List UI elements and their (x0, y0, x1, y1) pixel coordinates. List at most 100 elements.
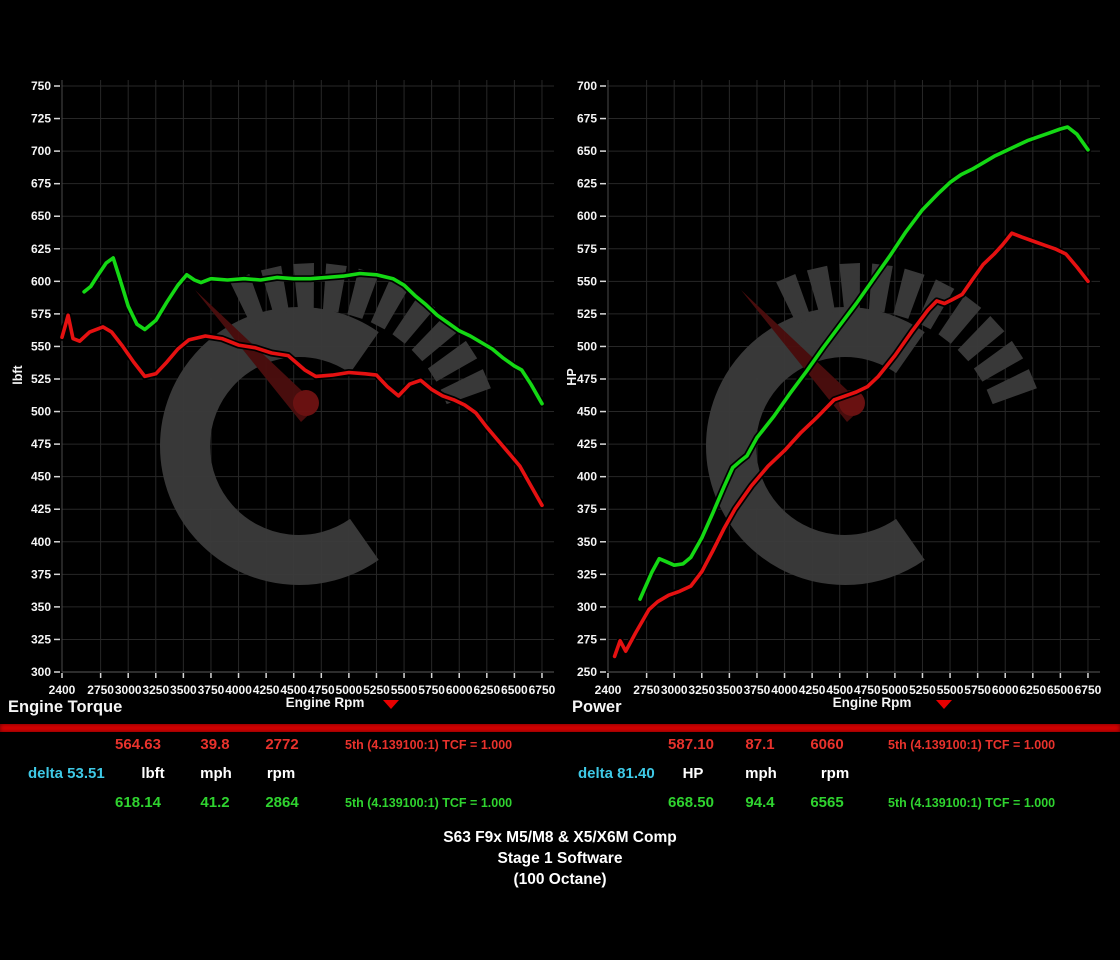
y-tick-label: 375 (577, 502, 597, 516)
x-tick-label: 2400 (595, 683, 622, 697)
gauge-needle-hub (293, 390, 319, 416)
x-tick-label: 4500 (280, 683, 307, 697)
torque-rpm-unit-label: rpm (266, 765, 296, 782)
y-tick-label: 675 (577, 112, 597, 126)
x-tick-label: 6000 (446, 683, 473, 697)
y-tick-label: 425 (577, 437, 597, 451)
x-tick-label: 4250 (253, 683, 280, 697)
x-tick-label: 6750 (529, 683, 556, 697)
y-tick-label: 350 (31, 600, 51, 614)
power-curve-baseline-red (612, 231, 1090, 659)
torque-red-rpm-value: 2772 (265, 736, 299, 753)
y-tick-label: 575 (577, 242, 597, 256)
y-tick-label: 425 (31, 502, 51, 516)
power-green-speed-value: 94.4 (745, 794, 775, 811)
dyno-charts: 300 325 350 375 400 425 450 475 500 525 550 575 600 6… (8, 79, 1102, 716)
y-axis-label: HP (565, 368, 579, 385)
y-tick-label: 275 (577, 632, 597, 646)
power-delta-value: delta 81.40 (578, 765, 655, 782)
power-curve-stage1-green (638, 125, 1090, 601)
x-tick-label: 3250 (688, 683, 715, 697)
y-tick-label: 250 (577, 665, 597, 679)
gauge-tick-segment (986, 369, 1037, 405)
power-red-rpm-value: 6060 (810, 736, 844, 753)
separator-bar (0, 724, 1120, 732)
y-tick-label: 475 (577, 372, 597, 386)
y-tick-label: 325 (577, 567, 597, 581)
y-tick-label: 550 (577, 274, 597, 288)
gauge-tick-segment (440, 369, 491, 405)
x-tick-label: 6500 (501, 683, 528, 697)
y-tick-label: 700 (31, 144, 51, 158)
x-tick-label: 4500 (826, 683, 853, 697)
gauge-tick-segment (322, 263, 347, 313)
power-unit-label: HP (682, 765, 704, 782)
y-tick-label: 600 (577, 209, 597, 223)
power-red-speed-value: 87.1 (745, 736, 775, 753)
gauge-tick-segment (957, 316, 1005, 362)
gauge-tick-segment (776, 274, 812, 325)
gauge-tick-segment (411, 316, 459, 362)
gauge-tick-segment (427, 340, 478, 382)
power-green-gear-info: 5th (4.139100:1) TCF = 1.000 (888, 796, 1056, 810)
rpm-axis-dropdown-icon[interactable] (936, 700, 952, 709)
x-tick-label: 3750 (198, 683, 225, 697)
y-tick-label: 300 (577, 600, 597, 614)
y-tick-label: 350 (577, 535, 597, 549)
gauge-tick-segment (230, 274, 266, 325)
y-tick-label: 650 (31, 209, 51, 223)
torque-chart: 300 325 350 375 400 425 450 475 500 525 550 575 600 6… (8, 79, 556, 716)
x-tick-label: 3500 (716, 683, 743, 697)
torque-delta-value: delta 53.51 (28, 765, 105, 782)
x-tick-label: 4000 (771, 683, 798, 697)
y-tick-label: 600 (31, 274, 51, 288)
power-red-gear-info: 5th (4.139100:1) TCF = 1.000 (888, 738, 1056, 752)
graph-title-line-2: Stage 1 Software (497, 850, 623, 867)
x-tick-label: 2400 (49, 683, 76, 697)
x-tick-label: 5250 (363, 683, 390, 697)
x-tick-label: 6250 (1019, 683, 1046, 697)
torque-green-peak-value: 618.14 (115, 794, 161, 811)
rpm-axis-dropdown-icon[interactable] (383, 700, 399, 709)
y-tick-label: 700 (577, 79, 597, 93)
torque-red-speed-value: 39.8 (200, 736, 230, 753)
torque-unit-label: lbft (141, 765, 165, 782)
x-tick-label: 4750 (854, 683, 881, 697)
chart-title: Engine Torque (8, 698, 122, 716)
x-tick-label: 6500 (1047, 683, 1074, 697)
x-tick-label: 3000 (661, 683, 688, 697)
y-tick-label: 300 (31, 665, 51, 679)
y-tick-label: 650 (577, 144, 597, 158)
torque-red-peak-value: 564.63 (115, 736, 161, 753)
gauge-tick-segment (973, 340, 1024, 382)
gauge-tick-segment (806, 265, 836, 316)
y-tick-label: 625 (577, 177, 597, 191)
y-tick-label: 550 (31, 339, 51, 353)
torque-red-gear-info: 5th (4.139100:1) TCF = 1.000 (345, 738, 513, 752)
gauge-tick-segment (260, 265, 290, 316)
y-tick-label: 475 (31, 437, 51, 451)
y-tick-label: 675 (31, 177, 51, 191)
gauge-tick-segment (370, 279, 409, 330)
x-tick-label: 5750 (418, 683, 445, 697)
x-tick-label: 5500 (937, 683, 964, 697)
power-rpm-unit-label: rpm (820, 765, 850, 782)
power-green-peak-value: 668.50 (668, 794, 714, 811)
torque-green-gear-info: 5th (4.139100:1) TCF = 1.000 (345, 796, 513, 810)
y-tick-label: 750 (31, 79, 51, 93)
y-tick-label: 625 (31, 242, 51, 256)
y-tick-label: 525 (577, 307, 597, 321)
torque-green-speed-value: 41.2 (200, 794, 230, 811)
y-tick-label: 725 (31, 112, 51, 126)
x-tick-label: 5750 (964, 683, 991, 697)
graph-title: S63 F9x M5/M8 & X5/X6M Comp Stage 1 Soft… (0, 827, 1120, 890)
y-axis-label: lbft (11, 364, 25, 384)
gauge-tick-segment (293, 263, 314, 311)
x-tick-label: 5250 (909, 683, 936, 697)
x-tick-label: 3250 (142, 683, 169, 697)
y-tick-label: 400 (31, 535, 51, 549)
x-tick-label: 2750 (87, 683, 114, 697)
y-tick-label: 375 (31, 567, 51, 581)
power-chart: 250 275 300 325 350 375 400 425 450 475 500 525 550 5… (565, 79, 1102, 716)
x-tick-label: 3000 (115, 683, 142, 697)
